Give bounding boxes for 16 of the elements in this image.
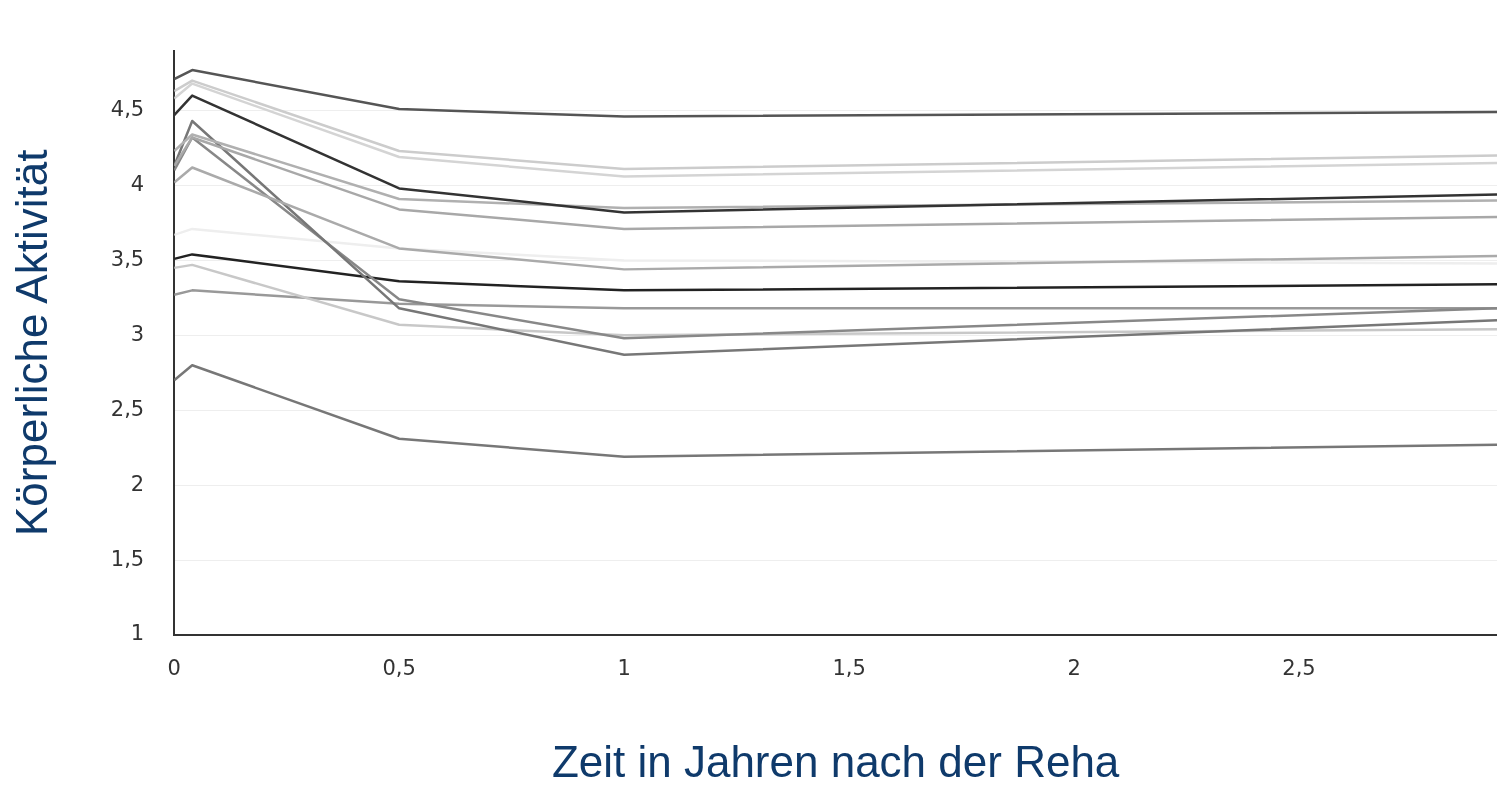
x-tick-label: 1,5	[832, 656, 866, 681]
y-tick-label: 2,5	[110, 396, 145, 421]
y-tick-label: 3	[130, 321, 145, 346]
x-tick-label: 0,5	[382, 656, 416, 681]
x-tick-label: 2,5	[1282, 656, 1316, 681]
x-tick-label: 2	[1067, 656, 1081, 681]
x-axis-title: Zeit in Jahren nach der Reha	[551, 736, 1120, 786]
y-axis-title: Körperliche Aktivität	[6, 149, 56, 536]
x-tick-label: 0	[167, 656, 181, 681]
y-tick-label: 3,5	[110, 246, 145, 271]
y-tick-label: 1	[130, 621, 145, 646]
x-tick-label: 1	[617, 656, 631, 681]
y-tick-label: 4,5	[110, 96, 145, 121]
y-tick-label: 1,5	[110, 546, 145, 571]
y-tick-label: 2	[130, 471, 145, 496]
y-tick-label: 4	[130, 171, 145, 196]
